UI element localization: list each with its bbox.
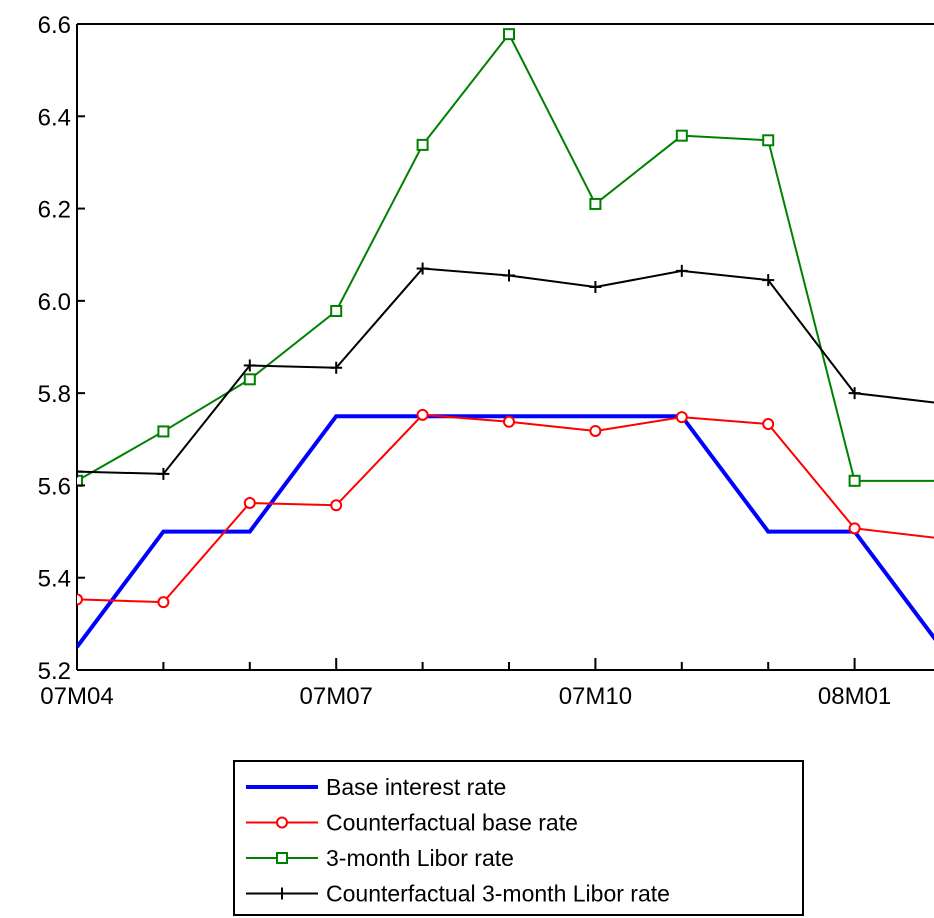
data-point-counterfactual-base-rate (330, 499, 343, 512)
y-tick-label: 6.2 (38, 197, 71, 224)
data-point-counterfactual-3-month-libor-rate (77, 465, 83, 478)
data-point-3-month-libor-rate (416, 138, 429, 151)
data-point-3-month-libor-rate (157, 425, 170, 438)
data-point-counterfactual-base-rate (762, 418, 775, 431)
data-point-counterfactual-base-rate (416, 408, 429, 421)
data-point-counterfactual-3-month-libor-rate (848, 387, 861, 400)
data-point-counterfactual-base-rate (589, 424, 602, 437)
y-tick-label: 5.2 (38, 658, 71, 685)
legend: Base interest rate Counterfactual base ra… (233, 760, 804, 916)
x-tick-label: 07M04 (40, 683, 113, 710)
data-point-3-month-libor-rate (77, 474, 83, 487)
legend-label: 3-month Libor rate (326, 845, 514, 871)
series-layer (77, 28, 934, 649)
x-tick-label: 07M07 (300, 683, 373, 710)
x-tick-label: 08M01 (818, 683, 891, 710)
x-tick-label: 07M10 (559, 683, 632, 710)
legend-box (233, 760, 804, 916)
data-point-3-month-libor-rate (848, 474, 861, 487)
axes-layer: 5.2 5.4 5.6 5.8 6.0 6.2 6.4 6.6 07M04 07M07 07M10 0… (38, 12, 892, 710)
legend-label: Base interest rate (326, 774, 506, 800)
y-tick-label: 6.4 (38, 104, 71, 131)
data-point-counterfactual-3-month-libor-rate (589, 281, 602, 294)
y-tick-label: 5.8 (38, 381, 71, 408)
legend-swatch-marker (276, 816, 288, 829)
data-point-counterfactual-base-rate (675, 411, 688, 424)
legend-label: Counterfactual 3-month Libor rate (326, 881, 670, 907)
data-point-3-month-libor-rate (762, 134, 775, 147)
y-tick-label: 5.4 (38, 566, 71, 593)
data-point-counterfactual-3-month-libor-rate (675, 264, 688, 277)
data-point-counterfactual-3-month-libor-rate (762, 274, 775, 287)
y-tick-label: 5.6 (38, 473, 71, 500)
y-tick-label: 6.6 (38, 12, 71, 39)
data-point-3-month-libor-rate (675, 129, 688, 142)
legend-entry-counterfactual-base-rate: Counterfactual base rate (246, 810, 578, 836)
data-point-counterfactual-3-month-libor-rate (503, 269, 515, 282)
data-point-3-month-libor-rate (589, 197, 602, 210)
data-point-counterfactual-base-rate (503, 415, 515, 428)
data-point-counterfactual-3-month-libor-rate (330, 361, 343, 374)
series-3-month-libor-rate (77, 28, 934, 487)
y-tick-label: 6.0 (38, 289, 71, 316)
data-point-counterfactual-base-rate (848, 522, 861, 535)
series-counterfactual-3-month-libor-rate (77, 262, 934, 480)
legend-entry-3-month-libor-rate: 3-month Libor rate (246, 845, 514, 871)
legend-swatch-marker (276, 887, 288, 900)
data-point-3-month-libor-rate (330, 305, 343, 318)
legend-entry-base-interest-rate: Base interest rate (246, 774, 506, 800)
data-point-counterfactual-3-month-libor-rate (157, 467, 170, 480)
legend-swatch-marker (276, 852, 288, 864)
data-point-counterfactual-base-rate (77, 593, 83, 606)
series-counterfactual-base-rate (77, 408, 934, 609)
data-point-3-month-libor-rate (243, 373, 256, 386)
data-point-counterfactual-3-month-libor-rate (243, 359, 256, 372)
legend-entry-counterfactual-3-month-libor-rate: Counterfactual 3-month Libor rate (246, 881, 670, 907)
data-point-counterfactual-base-rate (157, 596, 170, 609)
plot-frame (76, 23, 934, 671)
data-point-3-month-libor-rate (503, 28, 515, 41)
data-point-counterfactual-base-rate (243, 496, 256, 509)
legend-label: Counterfactual base rate (326, 810, 578, 836)
data-point-counterfactual-3-month-libor-rate (416, 262, 429, 275)
